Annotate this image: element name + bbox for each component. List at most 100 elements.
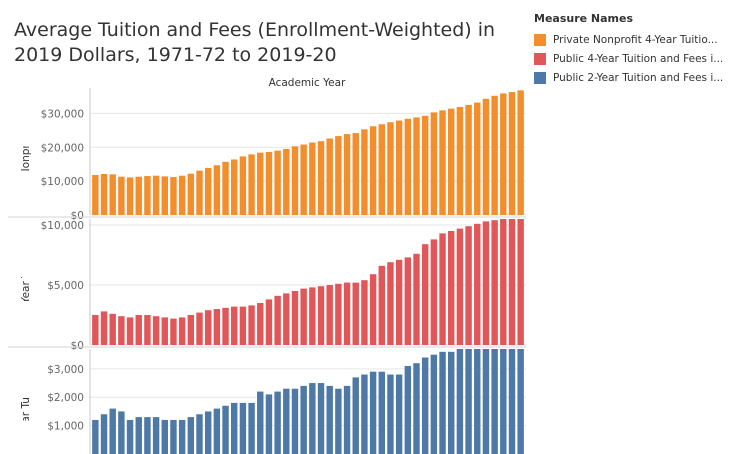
- bar: [508, 219, 516, 345]
- bar: [378, 371, 385, 454]
- bar: [196, 170, 203, 215]
- bar: [395, 374, 403, 454]
- bar: [448, 231, 455, 345]
- legend-label: Public 4-Year Tuition and Fees i...: [553, 52, 724, 65]
- bar: [239, 156, 247, 215]
- bar: [248, 305, 255, 345]
- panel-1: $0 $10,000 $20,000 $30,000 Private Nonprofit…: [8, 87, 526, 222]
- bar: [152, 175, 160, 215]
- bar: [309, 142, 316, 215]
- legend-item-public-4-year[interactable]: Public 4-Year Tuition and Fees i...: [534, 49, 734, 68]
- bar: [491, 349, 498, 454]
- y-tick-label: $10,000: [41, 176, 84, 188]
- bar: [517, 349, 524, 454]
- bar: [317, 286, 325, 345]
- bar: [421, 115, 429, 215]
- y-tick-label: $5,000: [47, 280, 84, 292]
- bar: [144, 417, 151, 454]
- bar: [413, 253, 420, 345]
- bar: [343, 134, 351, 215]
- bar: [352, 282, 359, 345]
- bar: [213, 408, 221, 454]
- bar: [482, 98, 490, 215]
- bar: [421, 357, 429, 454]
- bar: [387, 122, 394, 215]
- bar: [239, 402, 247, 454]
- bar: [204, 411, 212, 454]
- bar: [369, 126, 377, 215]
- bar: [517, 90, 524, 215]
- bar: [456, 106, 464, 215]
- bar: [100, 414, 108, 454]
- bar: [430, 112, 438, 215]
- bar: [335, 136, 342, 215]
- bar: [222, 161, 229, 215]
- bar: [187, 173, 195, 215]
- bar: [343, 385, 351, 454]
- y-tick-label: $10,000: [41, 220, 84, 232]
- bar: [421, 244, 429, 345]
- bar: [118, 411, 125, 454]
- bar: [126, 317, 134, 345]
- panel-3: $1,000 $2,000 $3,000 ic 2-Year Tuition an..…: [20, 348, 526, 454]
- bar: [439, 233, 446, 345]
- legend-item-private-nonprofit-4-year[interactable]: Private Nonprofit 4-Year Tuitio...: [534, 30, 734, 49]
- legend-item-public-2-year[interactable]: Public 2-Year Tuition and Fees i...: [534, 68, 734, 87]
- bar: [491, 95, 498, 215]
- bar: [395, 120, 403, 215]
- bar: [178, 419, 186, 454]
- bar: [439, 351, 446, 454]
- y-tick-label: $20,000: [41, 142, 84, 154]
- bar: [317, 383, 325, 454]
- bar: [291, 291, 299, 345]
- bar: [361, 280, 368, 345]
- bar: [92, 315, 99, 345]
- bar: [352, 377, 359, 454]
- bar: [178, 175, 186, 215]
- y-tick-label: $30,000: [41, 108, 84, 120]
- y-axis-label: Private Nonprofit 4-Yea...: [20, 87, 32, 216]
- bar: [231, 306, 238, 345]
- y-axis-label: Public 4-Year Tuition an...: [20, 217, 32, 347]
- bar: [361, 129, 368, 215]
- bar: [439, 110, 446, 215]
- bar: [126, 177, 134, 215]
- y-tick-label: $3,000: [47, 364, 84, 376]
- bar: [430, 354, 438, 454]
- bar: [170, 419, 177, 454]
- bar: [161, 317, 168, 345]
- bar: [161, 176, 168, 215]
- bar: [508, 349, 516, 454]
- bar: [92, 175, 99, 215]
- legend-title: Measure Names: [534, 12, 634, 25]
- bar: [326, 138, 333, 215]
- bar: [152, 316, 160, 345]
- bar: [300, 288, 307, 345]
- bar: [265, 394, 273, 454]
- bar: [456, 228, 464, 345]
- bar: [309, 287, 316, 345]
- bar: [465, 226, 472, 345]
- bar: [500, 349, 507, 454]
- y-tick-label: $0: [71, 210, 84, 222]
- bar: [257, 152, 264, 215]
- y-axis-label: ic 2-Year Tuition an...: [20, 348, 32, 454]
- bar: [283, 388, 290, 454]
- bar: [361, 374, 368, 454]
- bar: [204, 310, 212, 345]
- bar: [135, 315, 142, 345]
- legend-label: Private Nonprofit 4-Year Tuitio...: [553, 33, 718, 46]
- bar: [187, 417, 195, 454]
- bar: [178, 317, 186, 345]
- bar: [118, 176, 125, 215]
- bar: [404, 366, 412, 454]
- bar: [118, 316, 125, 345]
- bar: [109, 313, 116, 345]
- bar: [274, 150, 281, 215]
- bar: [517, 219, 524, 345]
- bar: [378, 124, 385, 215]
- bar: [187, 315, 195, 345]
- bar: [474, 223, 481, 345]
